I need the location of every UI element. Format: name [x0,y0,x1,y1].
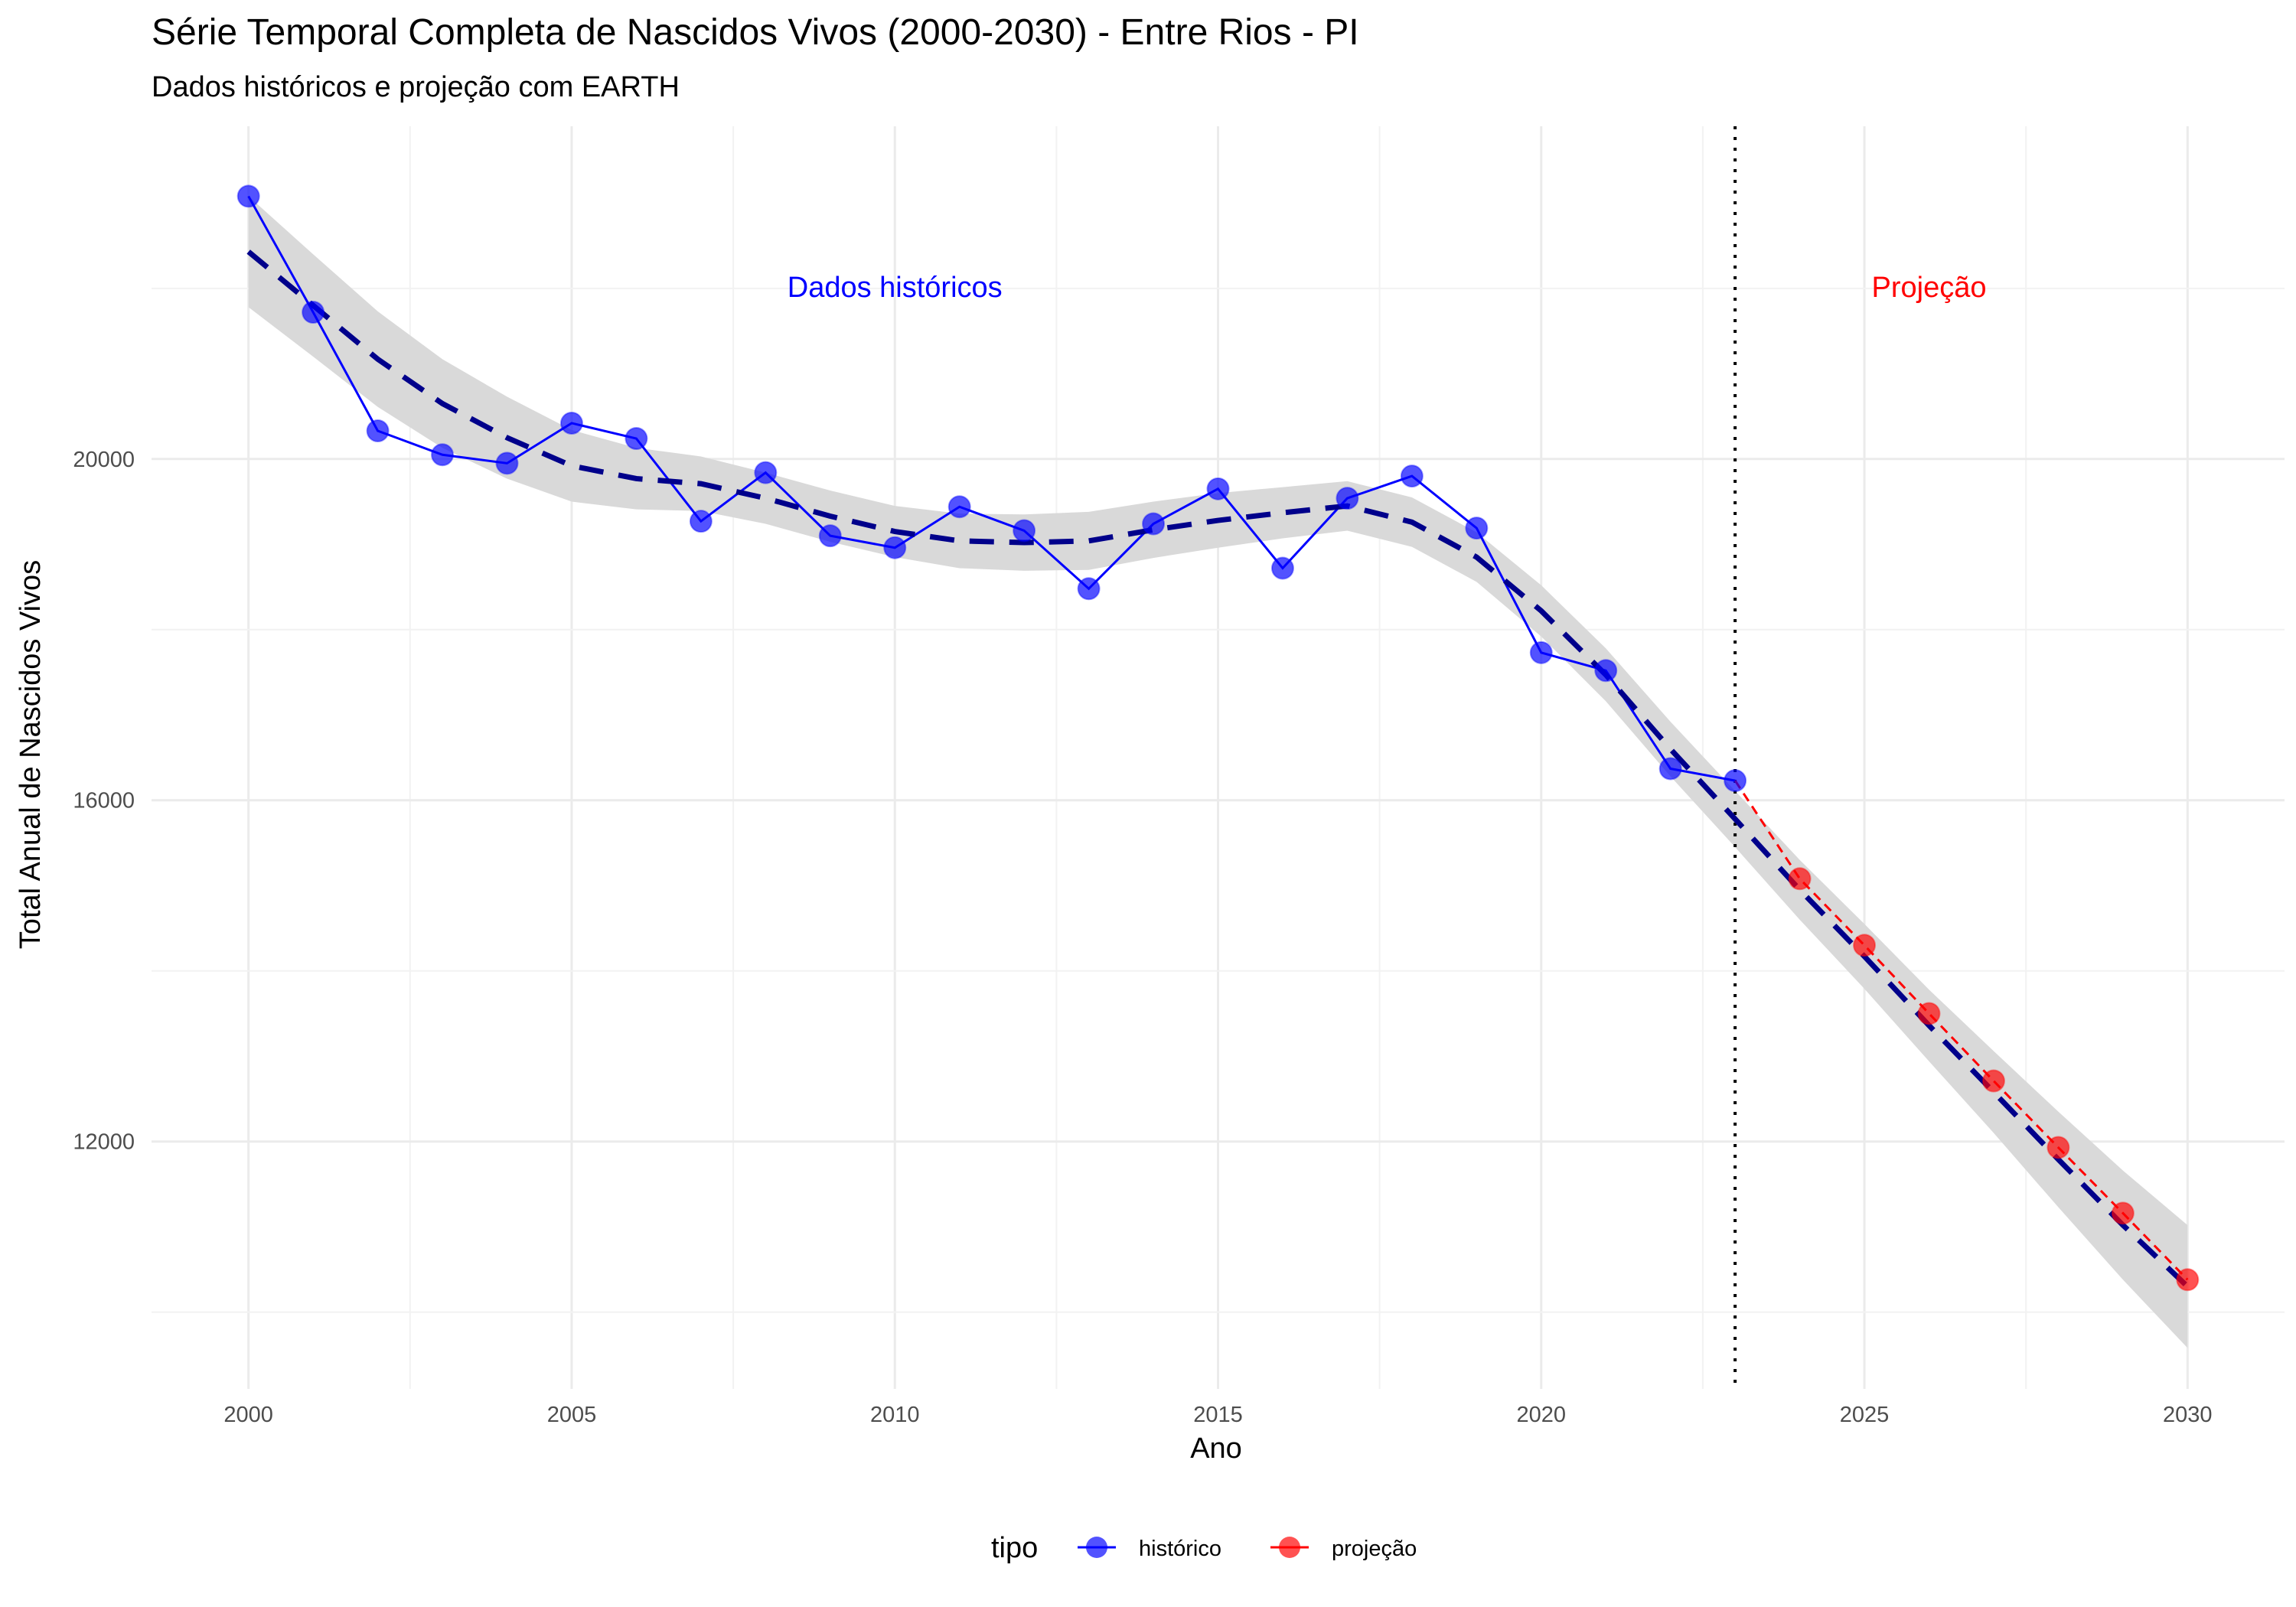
historico-point [366,419,390,443]
historico-point [1658,757,1682,781]
x-tick-label: 2030 [2163,1403,2213,1427]
historico-point [818,524,842,548]
historico-point [947,495,971,519]
annotation-label: Projeção [1872,272,1987,304]
annotations: Dados históricos Projeção [788,272,1987,304]
projecao-point [1788,867,1812,891]
historico-point [1724,769,1747,793]
projecao-point [2176,1268,2200,1292]
historico-line [247,195,1736,782]
legend-label: projeção [1332,1537,1417,1561]
trend-line-path [246,249,2190,1289]
legend-title: tipo [991,1532,1038,1564]
historico-point [689,510,713,533]
historico-point [754,461,778,484]
projecao-point [2111,1201,2135,1225]
legend: tipo histórico projeção [991,1532,1417,1564]
x-axis-ticks: 2000 2005 2010 2015 2020 2025 2030 [223,1403,2212,1427]
projecao-point [1917,1002,1941,1025]
historico-point [302,301,325,324]
projecao-point [2047,1136,2070,1159]
projecao-point [1981,1069,2005,1093]
chart-subtitle: Dados históricos e projeção com EARTH [152,71,680,103]
x-tick-label: 2015 [1193,1403,1243,1427]
x-tick-label: 2010 [870,1403,920,1427]
grid [152,126,2285,1389]
series-lines [247,195,2189,1281]
historico-point [1594,659,1618,683]
historico-point [495,451,519,475]
projecao-line [1733,780,2189,1281]
series-points [236,184,2200,1292]
trend-line [246,249,2190,1289]
projecao-point [1853,934,1877,957]
x-tick-label: 2025 [1840,1403,1890,1427]
annotation-label: Dados históricos [788,272,1003,304]
historico-point [1400,464,1424,488]
historico-point [431,443,455,467]
legend-key-point [1086,1537,1107,1558]
historico-point [1077,577,1101,601]
confidence-band-area [248,196,2188,1348]
historico-point [883,536,907,559]
historico-point [1336,487,1359,510]
y-axis-title: Total Anual de Nascidos Vivos [15,560,47,949]
y-tick-label: 12000 [73,1130,135,1155]
x-axis-title: Ano [1190,1433,1242,1465]
x-tick-label: 2000 [223,1403,273,1427]
x-tick-label: 2020 [1517,1403,1567,1427]
y-axis-ticks: 12000 16000 20000 [73,448,135,1155]
historico-point [625,427,648,451]
y-tick-label: 16000 [73,789,135,813]
historico-point [559,411,583,435]
chart-title: Série Temporal Completa de Nascidos Vivo… [152,12,1359,53]
historico-point [1270,556,1294,580]
legend-key-point [1279,1537,1300,1558]
x-tick-label: 2005 [547,1403,597,1427]
confidence-band [248,196,2188,1348]
historico-point [1465,517,1489,540]
historico-point [236,184,260,208]
historico-point [1013,519,1036,543]
historico-point [1206,477,1230,500]
y-tick-label: 20000 [73,448,135,472]
historico-point [1529,641,1553,664]
legend-label: histórico [1139,1537,1221,1561]
historico-point [1142,512,1166,536]
